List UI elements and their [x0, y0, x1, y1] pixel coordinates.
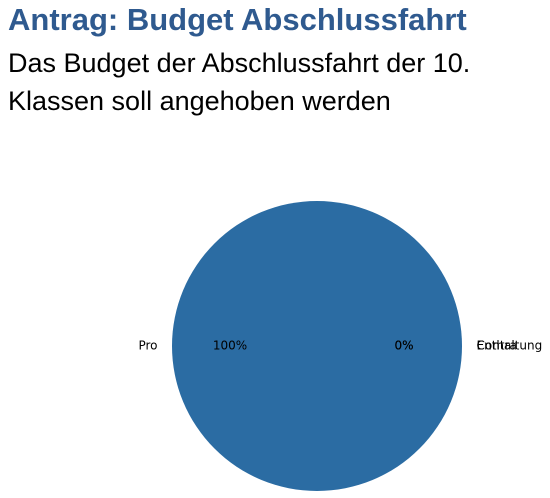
slide-title: Antrag: Budget Abschlussfahrt — [8, 2, 467, 37]
slice-label: Enthaltung — [477, 339, 543, 353]
slide-subtitle: Das Budget der Abschlussfahrt der 10. Kl… — [8, 48, 471, 116]
slice-value-label: 0% — [394, 339, 413, 353]
slice-value-label: 0% — [394, 339, 413, 353]
slice-label: Pro — [138, 339, 157, 353]
slice-label: Contra — [477, 339, 517, 353]
pie-slice — [172, 201, 462, 491]
slice-value-label: 100% — [213, 339, 247, 353]
